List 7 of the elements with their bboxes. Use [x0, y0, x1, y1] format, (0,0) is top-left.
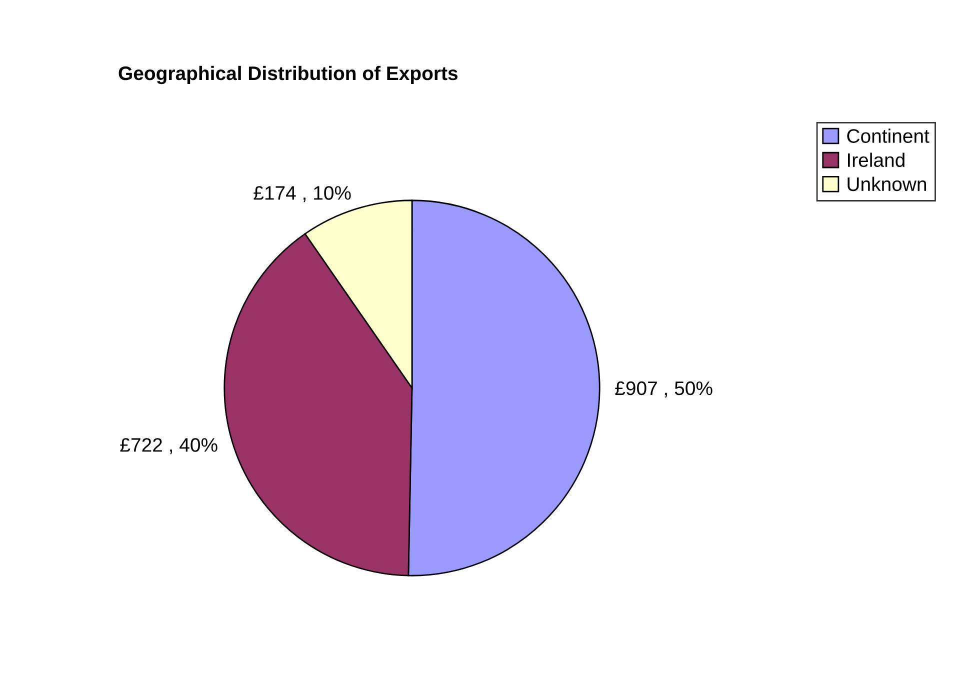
- data-label: £722 , 40%: [120, 438, 218, 454]
- data-label: £174 , 10%: [254, 186, 351, 202]
- chart-title: Geographical Distribution of Exports: [118, 66, 458, 84]
- legend-label: Ireland: [848, 152, 904, 168]
- legend-label: Continent: [847, 128, 930, 143]
- legend-label: Unknown: [848, 176, 926, 192]
- data-label: £907 , 50%: [615, 381, 712, 398]
